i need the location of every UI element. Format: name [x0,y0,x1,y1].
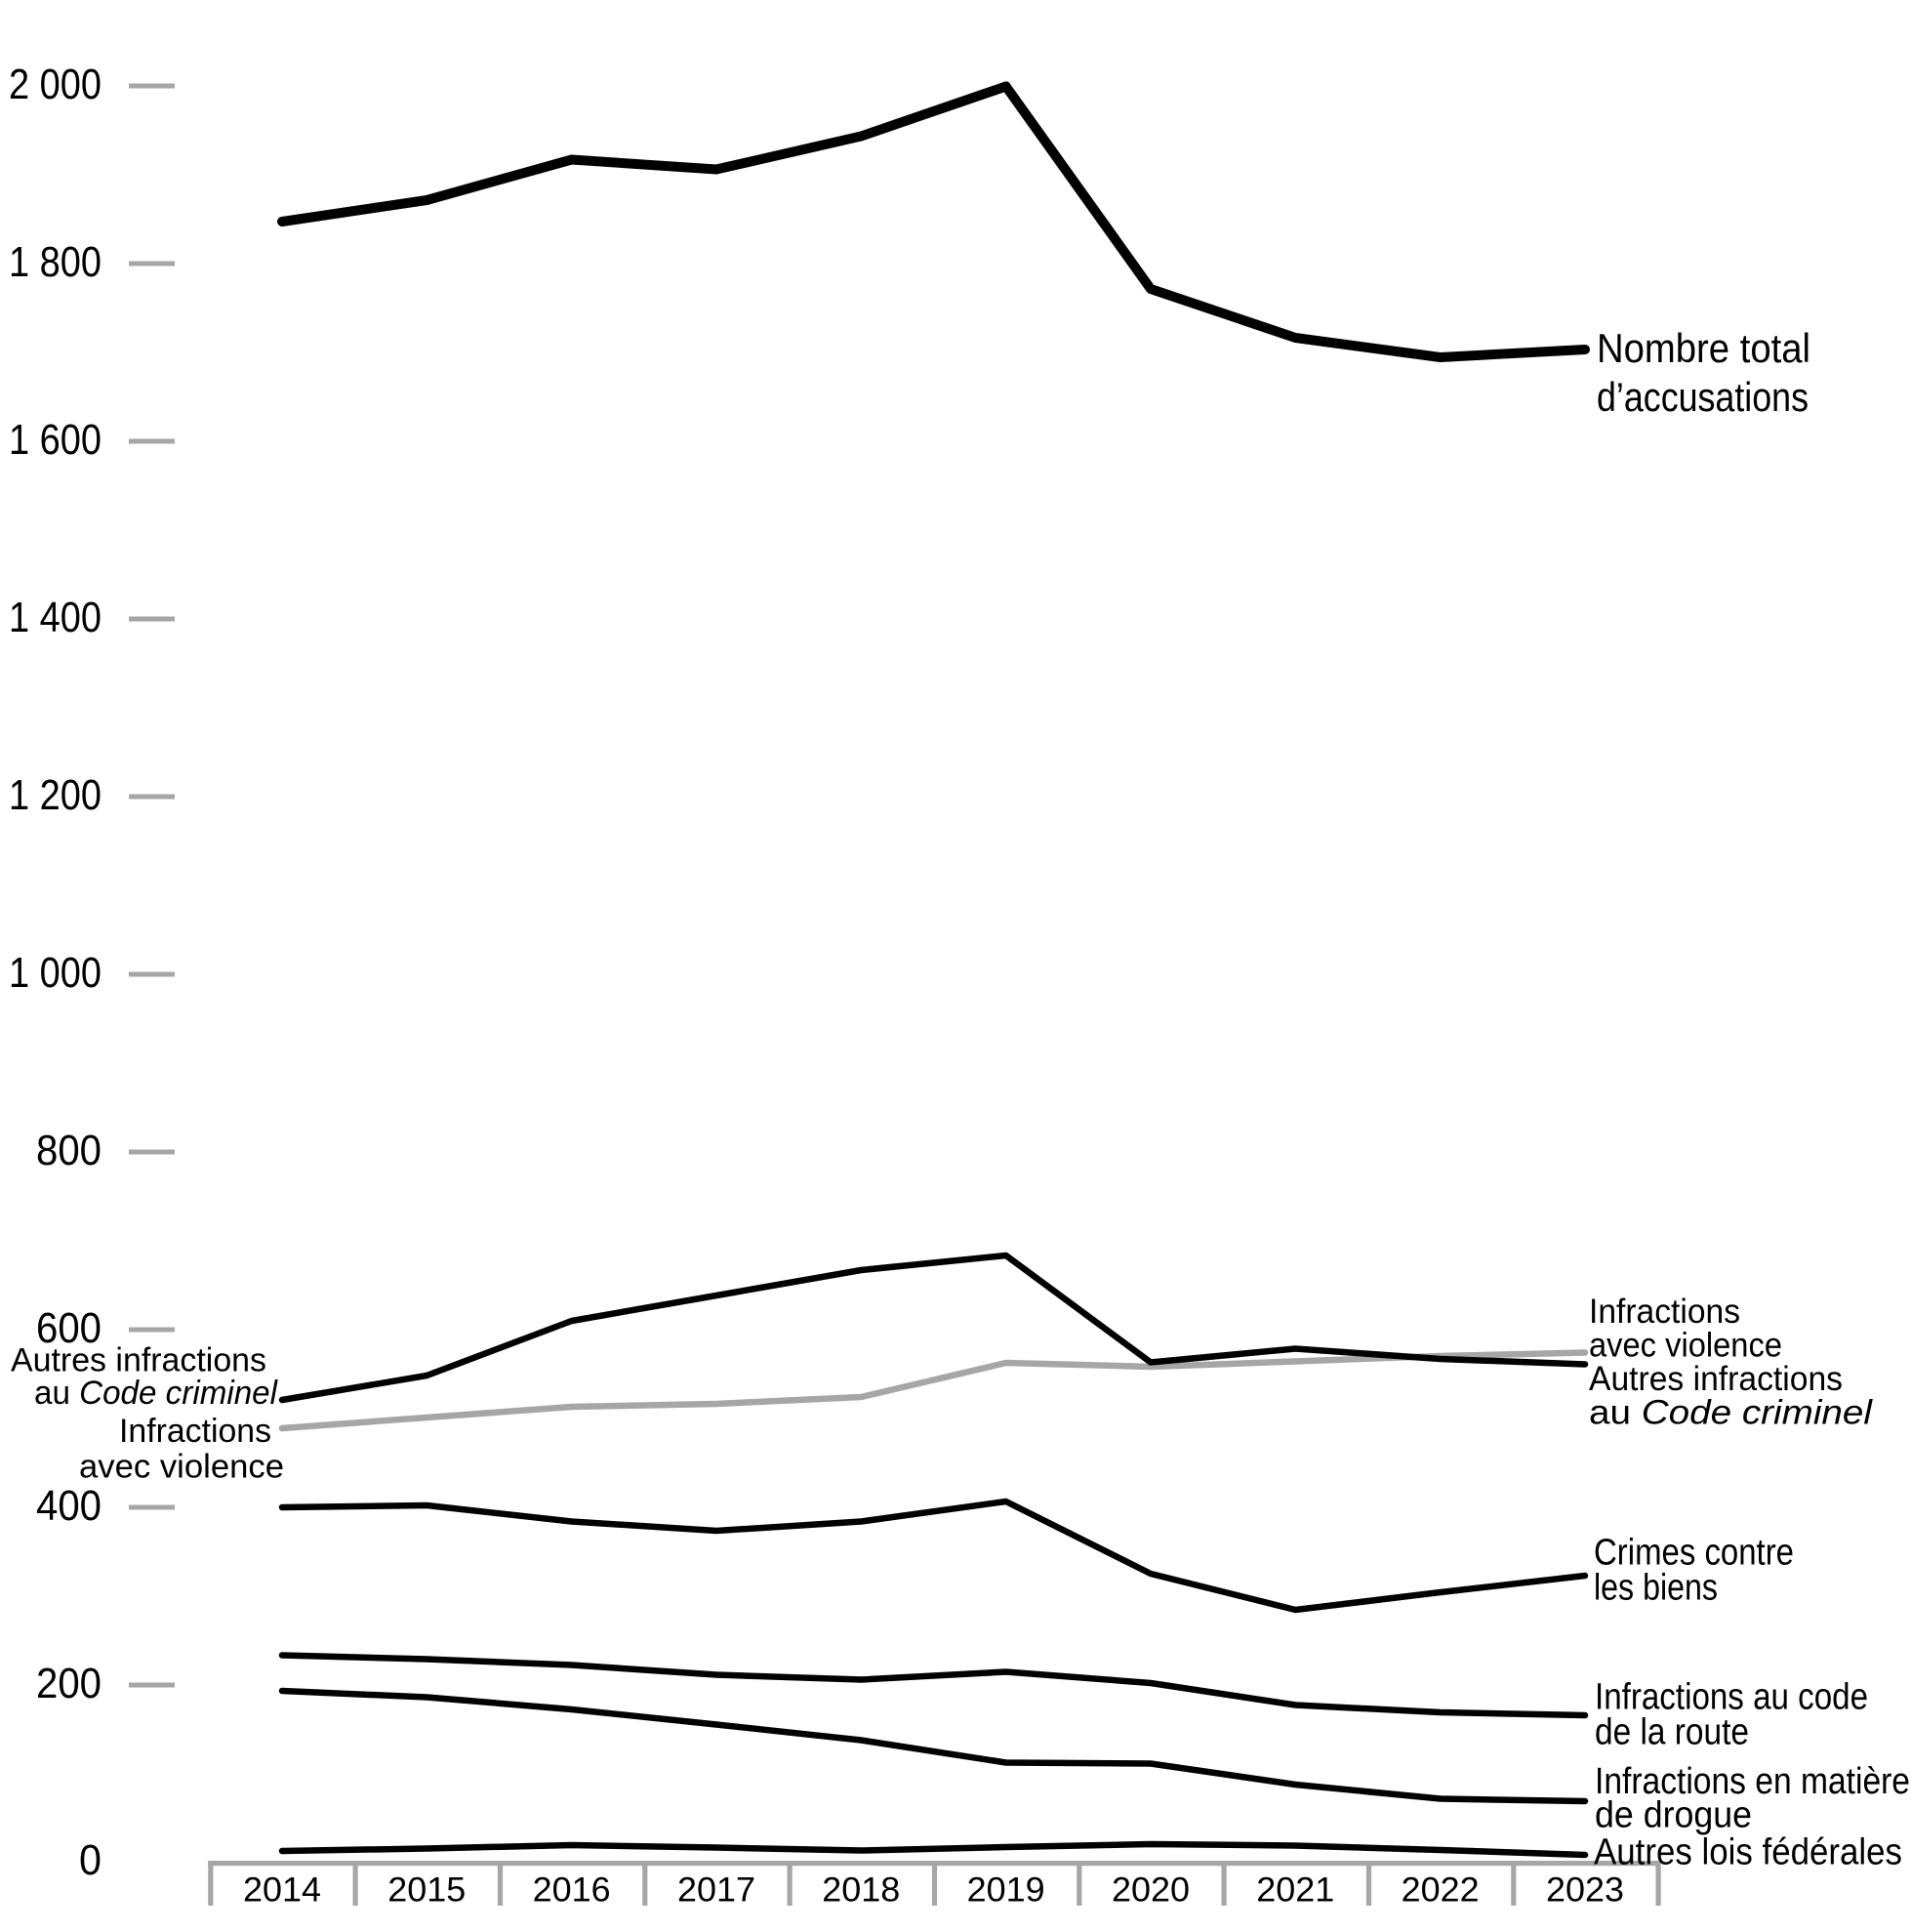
svg-text:Nombre total: Nombre total [1597,325,1810,371]
svg-text:Autres infractions: Autres infractions [1589,1360,1843,1398]
svg-text:Infractions: Infractions [119,1413,271,1450]
svg-text:1 600: 1 600 [9,416,102,464]
svg-text:Infractions au code: Infractions au code [1595,1677,1868,1718]
svg-text:2014: 2014 [243,1871,321,1910]
svg-text:1 400: 1 400 [9,594,102,641]
svg-text:Infractions en matière: Infractions en matière [1595,1761,1910,1802]
svg-text:au Code criminel: au Code criminel [34,1375,278,1412]
svg-text:400: 400 [36,1482,102,1530]
svg-text:avec violence: avec violence [79,1449,284,1486]
svg-text:d’accusations: d’accusations [1597,374,1809,420]
svg-text:1 800: 1 800 [9,238,102,286]
svg-text:les biens: les biens [1594,1568,1718,1609]
svg-text:2020: 2020 [1112,1871,1190,1910]
svg-text:2018: 2018 [822,1871,900,1910]
svg-text:2017: 2017 [677,1871,755,1910]
svg-text:2021: 2021 [1256,1871,1334,1910]
svg-text:2023: 2023 [1546,1871,1624,1910]
svg-text:de drogue: de drogue [1595,1795,1752,1836]
svg-text:2015: 2015 [387,1871,466,1910]
svg-text:200: 200 [36,1660,102,1707]
svg-text:2019: 2019 [967,1871,1045,1910]
svg-text:Infractions: Infractions [1589,1293,1740,1331]
svg-text:2016: 2016 [533,1871,611,1910]
svg-text:0: 0 [79,1836,102,1884]
svg-text:au Code criminel: au Code criminel [1589,1394,1873,1432]
svg-text:avec violence: avec violence [1589,1327,1782,1365]
svg-text:800: 800 [36,1127,102,1174]
svg-text:Autres infractions: Autres infractions [11,1342,266,1379]
svg-text:1 000: 1 000 [9,949,102,997]
svg-text:Crimes contre: Crimes contre [1594,1533,1794,1574]
svg-text:de la route: de la route [1595,1712,1749,1753]
svg-text:2 000: 2 000 [9,61,102,108]
svg-text:Autres lois fédérales: Autres lois fédérales [1594,1832,1902,1873]
svg-text:600: 600 [36,1304,102,1352]
svg-text:1 200: 1 200 [9,771,102,819]
svg-text:2022: 2022 [1402,1871,1480,1910]
